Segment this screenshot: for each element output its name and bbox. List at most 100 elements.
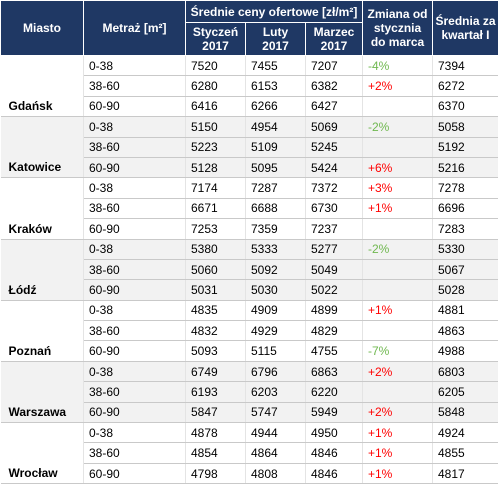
price-feb: 6203 [245, 381, 306, 403]
price-mar: 5049 [305, 259, 363, 281]
price-jan: 7174 [185, 177, 246, 199]
average: 7278 [432, 177, 498, 199]
change: +1% [362, 463, 433, 484]
size: 38-60 [83, 259, 186, 281]
price-mar: 7237 [305, 218, 363, 240]
city: Kraków [0, 177, 84, 240]
change: +1% [362, 300, 433, 322]
size: 0-38 [83, 239, 186, 260]
size: 60-90 [83, 218, 186, 240]
size: 0-38 [83, 177, 186, 199]
price-feb: 5092 [245, 259, 306, 281]
city: Gdańsk [0, 55, 84, 118]
price-mar: 6427 [305, 96, 363, 118]
price-feb: 5095 [245, 157, 306, 179]
average: 4988 [432, 340, 498, 362]
price-jan: 7253 [185, 218, 246, 240]
change: -2% [362, 239, 433, 260]
city-group: Gdańsk 0-38 7520 7455 7207 -4% 7394 38-60 6280 61… [0, 55, 498, 118]
size: 38-60 [83, 320, 186, 342]
city-group: Kraków 0-38 7174 7287 7372 +3% 7278 38-60 6671 66… [0, 177, 498, 240]
data-row: 60-90 5128 5095 5424 +6% 5216 [1, 157, 498, 179]
size: 60-90 [83, 96, 186, 118]
city-group: Katowice 0-38 5150 4954 5069 -2% 5058 38-60 5223… [0, 116, 498, 179]
price-mar: 4829 [305, 320, 363, 342]
price-mar: 5424 [305, 157, 363, 179]
change [362, 218, 433, 240]
city-group: Poznań 0-38 4835 4909 4899 +1% 4881 38-60 4832 49… [0, 300, 498, 362]
change [362, 96, 433, 118]
price-mar: 7372 [305, 177, 363, 199]
data-row: 38-60 5223 5109 5245 5192 [1, 137, 498, 158]
data-row: Łódź 0-38 5380 5333 5277 -2% 5330 [0, 239, 498, 301]
city: Wrocław [0, 422, 84, 484]
average: 5192 [432, 137, 498, 158]
price-jan: 5150 [185, 116, 246, 138]
average: 4881 [432, 300, 498, 322]
data-row: Gdańsk 0-38 7520 7455 7207 -4% 7394 [0, 55, 498, 118]
price-feb: 6266 [245, 96, 306, 118]
price-mar: 5069 [305, 116, 363, 138]
price-jan: 5223 [185, 137, 246, 158]
price-jan: 7520 [185, 55, 246, 77]
price-feb: 4864 [245, 442, 306, 464]
price-mar: 6220 [305, 381, 363, 403]
price-jan: 5380 [185, 239, 246, 260]
price-jan: 4832 [185, 320, 246, 342]
price-mar: 5277 [305, 239, 363, 260]
average: 4817 [432, 463, 498, 484]
price-jan: 4835 [185, 300, 246, 322]
change: +6% [362, 157, 433, 179]
price-jan: 6416 [185, 96, 246, 118]
data-row: 38-60 6280 6153 6382 +2% 6272 [1, 75, 498, 97]
price-jan: 4878 [185, 422, 246, 444]
change [362, 137, 433, 158]
price-mar: 7207 [305, 55, 363, 77]
price-mar: 5022 [305, 279, 363, 301]
data-row: 60-90 4798 4808 4846 +1% 4817 [1, 463, 498, 484]
average: 6370 [432, 96, 498, 118]
price-jan: 5031 [185, 279, 246, 301]
price-mar: 4846 [305, 463, 363, 484]
average: 6803 [432, 361, 498, 383]
average: 6205 [432, 381, 498, 403]
change [362, 320, 433, 342]
city: Poznań [0, 300, 84, 362]
price-feb: 7359 [245, 218, 306, 240]
price-jan: 5847 [185, 402, 246, 424]
size: 0-38 [83, 55, 186, 77]
average: 5028 [432, 279, 498, 301]
city: Łódź [0, 239, 84, 301]
size: 60-90 [83, 463, 186, 484]
city-group: Warszawa 0-38 6749 6796 6863 +2% 6803 38-60 6193… [0, 361, 498, 424]
size: 60-90 [83, 340, 186, 362]
price-feb: 5109 [245, 137, 306, 158]
price-jan: 6280 [185, 75, 246, 97]
average: 5848 [432, 402, 498, 424]
average: 6272 [432, 75, 498, 97]
price-mar: 4899 [305, 300, 363, 322]
price-feb: 5747 [245, 402, 306, 424]
price-mar: 5949 [305, 402, 363, 424]
header-month: Marzec 2017 [305, 22, 363, 56]
size: 0-38 [83, 361, 186, 383]
data-row: 60-90 5031 5030 5022 5028 [1, 279, 498, 301]
price-jan: 5128 [185, 157, 246, 179]
city: Warszawa [0, 361, 84, 424]
average: 5058 [432, 116, 498, 138]
size: 38-60 [83, 75, 186, 97]
average: 4863 [432, 320, 498, 342]
price-jan: 6671 [185, 198, 246, 220]
price-jan: 6749 [185, 361, 246, 383]
price-mar: 4950 [305, 422, 363, 444]
average: 5330 [432, 239, 498, 260]
change [362, 381, 433, 403]
change: +2% [362, 402, 433, 424]
city-group: Wrocław 0-38 4878 4944 4950 +1% 4924 38-60 4854 4… [0, 422, 498, 484]
change [362, 259, 433, 281]
change: +2% [362, 75, 433, 97]
price-mar: 6382 [305, 75, 363, 97]
header-month: Luty 2017 [245, 22, 306, 56]
size: 60-90 [83, 279, 186, 301]
